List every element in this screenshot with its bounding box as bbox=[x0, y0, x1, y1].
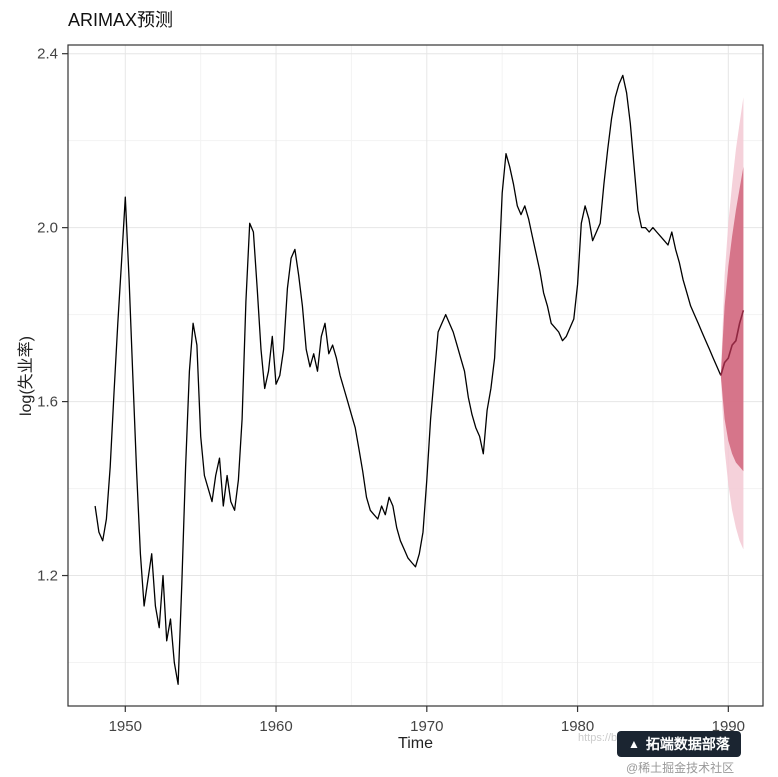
y-axis-tick-label: 2.4 bbox=[37, 46, 58, 63]
x-axis-tick-label: 1980 bbox=[561, 718, 594, 735]
historical-series-line bbox=[94, 74, 722, 685]
x-axis-tick-label: 1960 bbox=[259, 718, 292, 735]
panel-background bbox=[68, 45, 763, 706]
watermark-handle: @稀土掘金技术社区 bbox=[626, 761, 735, 775]
watermark-badge-label: 拓端数据部落 bbox=[645, 736, 730, 752]
y-axis-label: log(失业率) bbox=[18, 336, 35, 417]
forecast-mean-line bbox=[720, 310, 745, 376]
y-axis-tick-label: 2.0 bbox=[37, 220, 58, 237]
watermark-badge: ▲ 拓端数据部落 bbox=[617, 731, 741, 757]
x-axis-tick-label: 1950 bbox=[109, 718, 142, 735]
x-axis-tick-label: 1970 bbox=[410, 718, 443, 735]
y-axis-tick-label: 1.2 bbox=[37, 568, 58, 585]
tuoduan-logo-icon: ▲ bbox=[628, 737, 640, 751]
chart-title: ARIMAX预测 bbox=[68, 10, 174, 30]
confidence-band-80 bbox=[720, 166, 744, 472]
x-axis-tick-label: 1990 bbox=[712, 718, 745, 735]
panel-border bbox=[67, 44, 764, 707]
y-axis-tick-label: 1.6 bbox=[37, 394, 58, 411]
x-axis-label: Time bbox=[398, 735, 433, 752]
